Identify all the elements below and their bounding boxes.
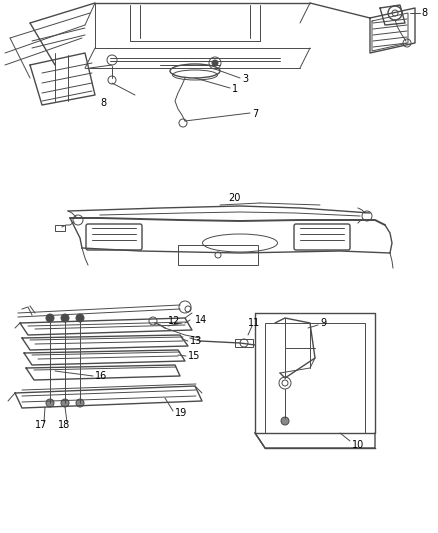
Text: 16: 16 bbox=[95, 371, 107, 381]
Text: 15: 15 bbox=[188, 351, 200, 361]
Text: 8: 8 bbox=[421, 8, 427, 18]
Bar bbox=[178, 245, 258, 265]
Text: 11: 11 bbox=[248, 318, 260, 328]
Text: 10: 10 bbox=[352, 440, 364, 450]
Text: 1: 1 bbox=[232, 84, 238, 94]
Text: 7: 7 bbox=[252, 109, 258, 119]
Text: 13: 13 bbox=[190, 336, 202, 346]
Circle shape bbox=[212, 60, 218, 66]
Text: 19: 19 bbox=[175, 408, 187, 418]
Text: 17: 17 bbox=[35, 420, 47, 430]
Circle shape bbox=[76, 399, 84, 407]
Circle shape bbox=[46, 314, 54, 322]
Text: 20: 20 bbox=[228, 193, 240, 203]
Circle shape bbox=[46, 399, 54, 407]
Text: 9: 9 bbox=[320, 318, 326, 328]
Circle shape bbox=[61, 399, 69, 407]
Text: 12: 12 bbox=[168, 316, 180, 326]
Text: 3: 3 bbox=[242, 74, 248, 84]
Circle shape bbox=[76, 314, 84, 322]
Bar bbox=[55, 225, 65, 231]
Text: 8: 8 bbox=[100, 98, 106, 108]
Text: 18: 18 bbox=[58, 420, 70, 430]
Circle shape bbox=[61, 314, 69, 322]
Bar bbox=[265, 323, 365, 433]
Bar bbox=[235, 339, 253, 347]
Text: 14: 14 bbox=[195, 315, 207, 325]
Circle shape bbox=[281, 417, 289, 425]
